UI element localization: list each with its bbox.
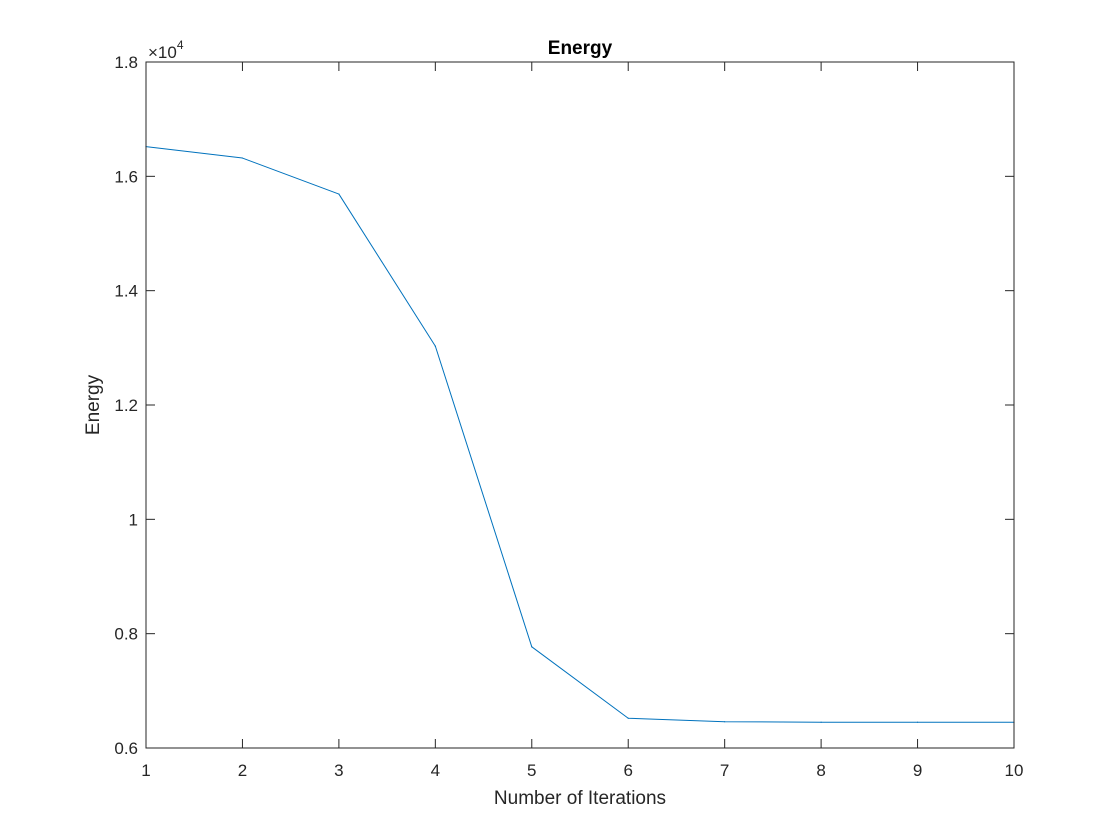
y-tick-label: 0.6 (114, 739, 138, 758)
y-tick-label: 1.4 (114, 282, 138, 301)
data-point (724, 721, 726, 723)
data-point (627, 717, 629, 719)
y-tick-label: 0.8 (114, 625, 138, 644)
y-axis-multiplier-exponent: 4 (177, 38, 184, 52)
data-point (531, 646, 533, 648)
y-tick-label: 1.2 (114, 396, 138, 415)
x-tick-label: 4 (431, 761, 440, 780)
x-tick-label: 6 (623, 761, 632, 780)
x-tick-label: 7 (720, 761, 729, 780)
y-axis-multiplier-base: ×10 (148, 43, 177, 62)
y-tick-label: 1.8 (114, 53, 138, 72)
series-line (145, 146, 1014, 723)
chart-title: Energy (548, 38, 613, 59)
y-axis-ticks: 0.6 0.8 1 1.2 1.4 1.6 1.8 (114, 53, 1014, 758)
y-axis-multiplier: ×104 (148, 38, 184, 62)
data-point (241, 157, 244, 159)
x-axis-label: Number of Iterations (494, 788, 666, 809)
data-point (916, 721, 919, 723)
x-tick-label: 9 (913, 761, 922, 780)
x-tick-label: 5 (527, 761, 536, 780)
data-point (820, 721, 822, 723)
x-tick-label: 3 (334, 761, 343, 780)
x-tick-label: 2 (238, 761, 247, 780)
x-tick-label: 1 (141, 761, 150, 780)
x-axis-ticks: 1 2 3 4 5 6 7 8 9 10 (141, 62, 1023, 780)
data-point (434, 345, 436, 347)
y-tick-label: 1 (129, 510, 138, 529)
plot-area (146, 62, 1014, 748)
x-tick-label: 10 (1005, 761, 1024, 780)
y-axis-label: Energy (83, 374, 104, 435)
plot-frame (145, 61, 1015, 749)
data-point (338, 193, 340, 195)
y-tick-label: 1.6 (114, 167, 138, 186)
x-tick-label: 8 (816, 761, 825, 780)
